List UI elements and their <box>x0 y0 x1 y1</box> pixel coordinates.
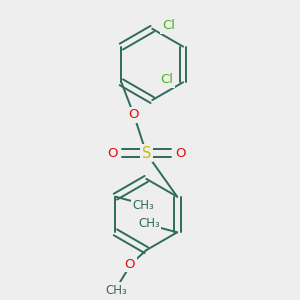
Text: O: O <box>175 147 186 160</box>
Text: Cl: Cl <box>162 19 175 32</box>
Text: Cl: Cl <box>160 73 173 86</box>
Text: CH₃: CH₃ <box>133 199 154 212</box>
Text: S: S <box>142 146 151 161</box>
Text: O: O <box>107 147 117 160</box>
Text: CH₃: CH₃ <box>106 284 128 297</box>
Text: O: O <box>125 258 135 271</box>
Text: CH₃: CH₃ <box>138 217 160 230</box>
Text: O: O <box>129 108 139 121</box>
